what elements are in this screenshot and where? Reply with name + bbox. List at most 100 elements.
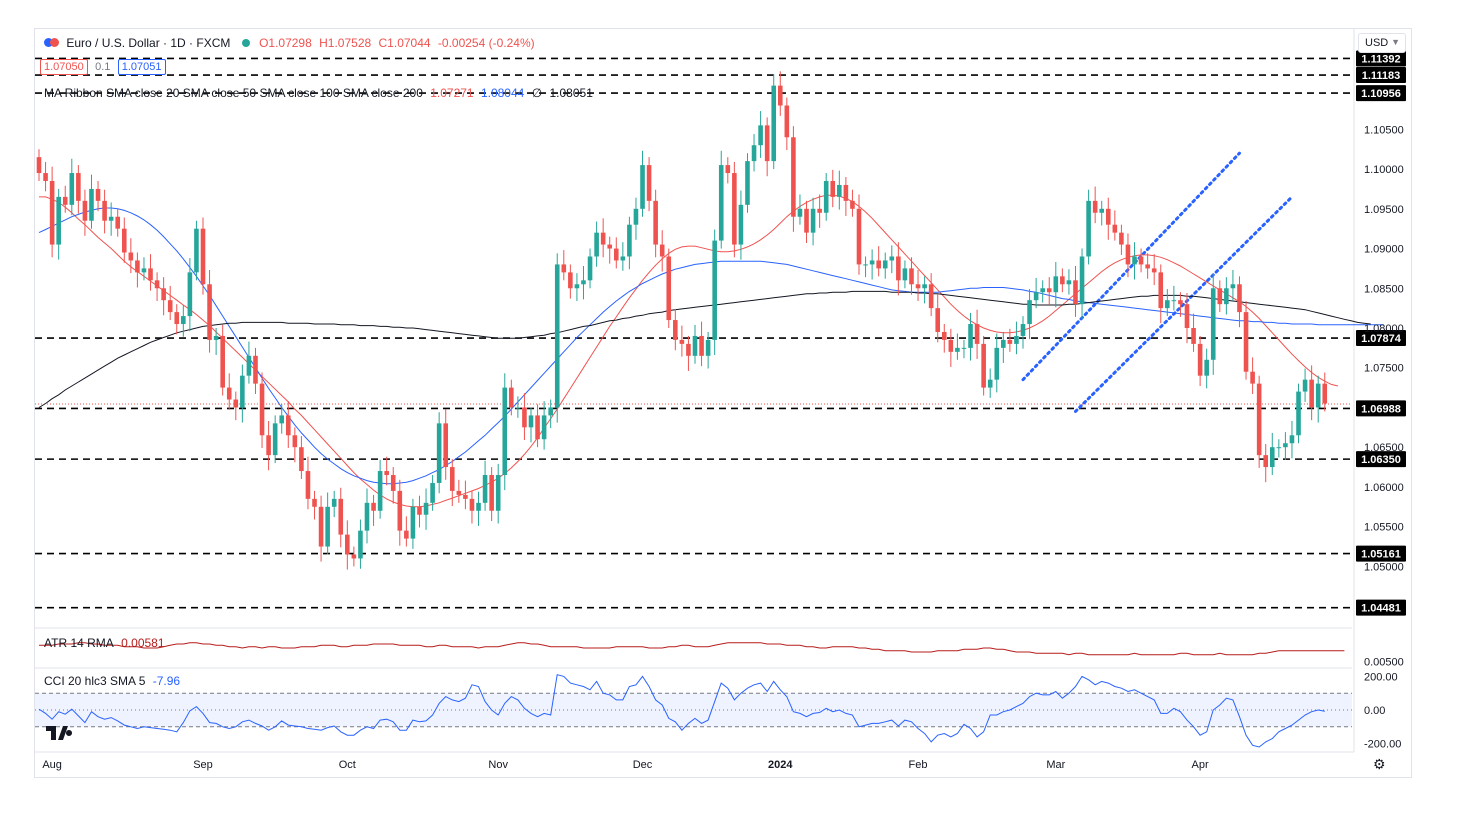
candle-body <box>266 435 271 456</box>
candle-body <box>928 284 934 309</box>
candle-body <box>830 180 836 197</box>
candle-body <box>777 85 783 106</box>
grid-lines <box>35 29 1355 753</box>
candle-body <box>187 272 193 317</box>
cci-label[interactable]: CCI 20 hlc3 SMA 5 <box>44 674 146 688</box>
time-tick-label: 2024 <box>768 759 793 771</box>
atr-value: 0.00581 <box>121 636 165 650</box>
atr-line <box>39 642 1345 656</box>
candle-body <box>554 264 560 408</box>
candle-body <box>1191 328 1196 344</box>
candle-body <box>436 423 442 483</box>
candle-body <box>732 173 737 245</box>
candle-body <box>1092 200 1098 213</box>
candle-body <box>1296 391 1301 436</box>
ma-ribbon-legend: MA Ribbon SMA close 20 SMA close 50 SMA … <box>44 86 597 100</box>
candle-body <box>430 482 435 503</box>
candle-body <box>1237 284 1242 313</box>
atr-label[interactable]: ATR 14 RMA <box>44 636 114 650</box>
price-tick-label: 1.09000 <box>1364 244 1404 256</box>
candle-body <box>285 415 291 436</box>
candle-body <box>666 256 672 321</box>
candle-body <box>253 355 258 384</box>
cci-tick-label: 200.00 <box>1364 671 1398 683</box>
ma-ribbon-label[interactable]: MA Ribbon SMA close 20 SMA close 50 SMA … <box>44 86 423 100</box>
candle-body <box>1158 272 1164 309</box>
horizontal-levels <box>35 57 1352 609</box>
candle-body <box>1086 200 1091 257</box>
candle-body <box>305 471 311 499</box>
ohlc-open: O1.07298 <box>259 36 312 50</box>
sell-price-button[interactable]: 1.07050 <box>40 59 88 75</box>
cci-line <box>38 674 1325 748</box>
candle-body <box>1250 371 1255 384</box>
candle-body <box>43 173 48 181</box>
candle-body <box>377 471 383 511</box>
candle-body <box>410 506 416 539</box>
candle-body <box>167 300 173 313</box>
candle-body <box>1210 288 1216 360</box>
price-tick-label: 1.06000 <box>1364 482 1404 494</box>
candle-body <box>561 264 567 273</box>
ma-line-50 <box>38 207 1384 485</box>
candle-body <box>574 284 580 289</box>
candle-body <box>1007 339 1013 344</box>
buy-price-button[interactable]: 1.07051 <box>117 59 166 75</box>
candle-body <box>463 494 468 499</box>
candle-body <box>89 188 94 221</box>
time-tick-label: Sep <box>193 759 213 771</box>
candle-body <box>745 161 750 205</box>
candle-body <box>699 335 704 356</box>
ma100-value: ∅ <box>531 86 543 100</box>
candle-body <box>1073 280 1078 305</box>
candle-body <box>384 471 389 476</box>
candle-body <box>863 264 868 266</box>
candle-body <box>882 260 888 269</box>
price-tick-label: 1.05000 <box>1364 561 1404 573</box>
candle-body <box>364 502 370 531</box>
candle-body <box>207 284 212 340</box>
settings-gear-icon[interactable]: ⚙ <box>1373 756 1386 772</box>
candle-body <box>1151 268 1157 273</box>
candle-body <box>49 180 55 245</box>
candle-body <box>121 228 127 253</box>
chevron-down-icon: ▼ <box>1391 37 1400 47</box>
candle-body <box>804 208 809 233</box>
time-tick-label: Apr <box>1192 759 1209 771</box>
candle-body <box>968 324 973 348</box>
candle-body <box>758 125 763 146</box>
candle-body <box>535 415 540 440</box>
candle-body <box>62 196 68 205</box>
candle-body <box>161 288 166 301</box>
symbol-title[interactable]: Euro / U.S. Dollar · 1D · FXCM <box>66 36 231 50</box>
candle-body <box>843 184 849 201</box>
spread-value: 0.1 <box>95 61 111 73</box>
candle-body <box>653 200 658 245</box>
candle-body <box>141 268 147 273</box>
candle-body <box>961 347 967 349</box>
candle-body <box>259 383 265 436</box>
level-price-tag <box>1356 67 1406 84</box>
ma50-value: 1.08044 <box>480 86 525 100</box>
level-price-tag <box>1356 330 1406 347</box>
currency-button[interactable]: USD ▼ <box>1358 33 1406 53</box>
candle-body <box>194 228 199 273</box>
candle-body <box>692 335 698 356</box>
price-tick-label: 1.10500 <box>1364 124 1404 136</box>
candle-body <box>541 415 547 440</box>
candle-body <box>1204 359 1209 376</box>
ohlc-change: -0.00254 (-0.24%) <box>437 36 535 50</box>
candlesticks <box>36 71 1328 570</box>
candle-body <box>299 447 304 472</box>
candle-body <box>1099 208 1105 213</box>
cci-band <box>35 693 1352 727</box>
candle-body <box>1105 208 1111 225</box>
candle-body <box>981 343 986 388</box>
candle-body <box>449 467 455 491</box>
level-price-tag <box>1356 85 1406 102</box>
level-price-label: 1.07874 <box>1361 333 1402 345</box>
candle-body <box>181 316 186 325</box>
time-tick-label: Dec <box>633 759 653 771</box>
candle-body <box>587 256 593 281</box>
